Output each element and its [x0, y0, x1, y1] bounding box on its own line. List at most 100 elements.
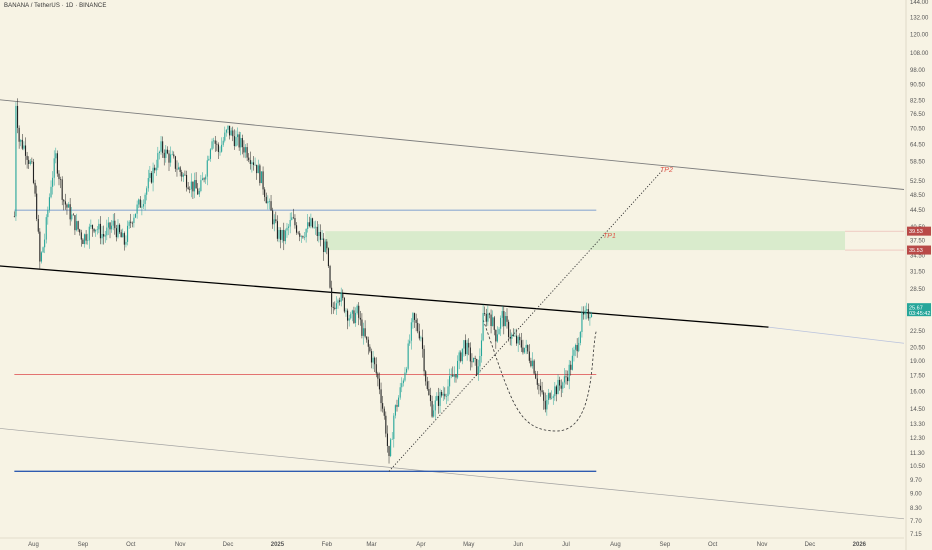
candle [61, 176, 63, 206]
candle-body [238, 134, 240, 148]
candle [21, 133, 23, 151]
candle-body [407, 343, 409, 369]
candle-body [82, 239, 84, 245]
candle-body [36, 193, 38, 219]
candle [434, 396, 436, 420]
candle-body [457, 360, 459, 378]
candle-body [450, 375, 452, 377]
candle [222, 136, 224, 147]
candle-body [366, 336, 368, 340]
candle-body [103, 233, 105, 237]
candle-body [412, 313, 414, 323]
candle [241, 134, 243, 155]
candle [457, 355, 459, 380]
candle [67, 201, 70, 208]
candle-body [47, 210, 49, 218]
candle [134, 213, 137, 219]
candle-body [522, 347, 524, 353]
candle [573, 346, 575, 362]
candle-body [286, 227, 288, 231]
candle [252, 156, 255, 171]
candle [324, 239, 326, 253]
candle-body [173, 154, 175, 157]
candle-body [508, 321, 510, 337]
price-tick-label: 70.50 [910, 127, 926, 133]
candle-body [243, 147, 245, 153]
tp-low-tag: 35.53 [907, 245, 931, 255]
candle-body [547, 393, 550, 400]
candle [504, 312, 506, 327]
candle [122, 228, 124, 238]
candle-body [415, 319, 417, 323]
candle [152, 162, 154, 192]
candle-body [107, 222, 109, 228]
candle [559, 376, 561, 391]
candle-body [133, 217, 135, 223]
candle-body [275, 219, 277, 222]
candle-body [527, 345, 529, 352]
candle [251, 160, 253, 173]
candle-body [39, 231, 41, 262]
trend-dotted-line [388, 169, 664, 472]
candle [452, 366, 454, 377]
candle [224, 126, 226, 143]
time-tick-label: Jul [562, 542, 570, 548]
candle [160, 135, 162, 155]
candle [356, 304, 358, 315]
candle [133, 214, 135, 228]
candle-body [539, 385, 542, 391]
candle [539, 379, 542, 397]
candle-body [503, 311, 505, 327]
candle-body [114, 220, 116, 229]
candle [589, 311, 591, 326]
candle-body [551, 397, 553, 399]
candle [560, 379, 562, 398]
candle-body [248, 157, 250, 161]
price-tick-label: 76.50 [910, 112, 926, 118]
candle-body [163, 152, 165, 158]
candle [555, 384, 557, 402]
candle [36, 185, 38, 222]
candle-body [308, 222, 310, 227]
symbol-title: BANANA / TetherUS · 1D · BINANCE [4, 3, 107, 9]
channel-lower-line [0, 428, 905, 520]
candle-body [15, 105, 17, 217]
candle-body [319, 231, 322, 240]
candle-body [544, 400, 546, 410]
candle-body [586, 309, 588, 311]
candle-body [536, 378, 538, 385]
candle [260, 171, 263, 184]
candle-body [216, 143, 218, 145]
candle [418, 323, 420, 341]
cup-arc [482, 319, 597, 432]
candle [433, 404, 435, 418]
candle-body [413, 313, 416, 320]
candle-body [463, 340, 465, 349]
candle [98, 219, 100, 234]
candle [262, 166, 264, 195]
candle [168, 150, 170, 172]
candle [423, 345, 425, 377]
candle-body [342, 292, 344, 298]
candle [201, 172, 204, 181]
candle [361, 313, 363, 339]
candle [567, 370, 569, 385]
candle-body [329, 266, 331, 288]
candle [482, 304, 484, 342]
candle [563, 368, 565, 389]
candle-body [332, 306, 334, 308]
candle [315, 220, 317, 235]
candle-body [80, 232, 82, 240]
candle-body [347, 310, 349, 321]
candle [193, 172, 196, 199]
candle-body [311, 218, 314, 228]
candle [307, 214, 309, 233]
candle-body [117, 224, 119, 238]
candle [318, 224, 320, 243]
candle [493, 315, 495, 336]
candle [125, 235, 127, 248]
candle-body [479, 356, 481, 367]
candle-body [29, 161, 31, 165]
candle [428, 380, 430, 396]
